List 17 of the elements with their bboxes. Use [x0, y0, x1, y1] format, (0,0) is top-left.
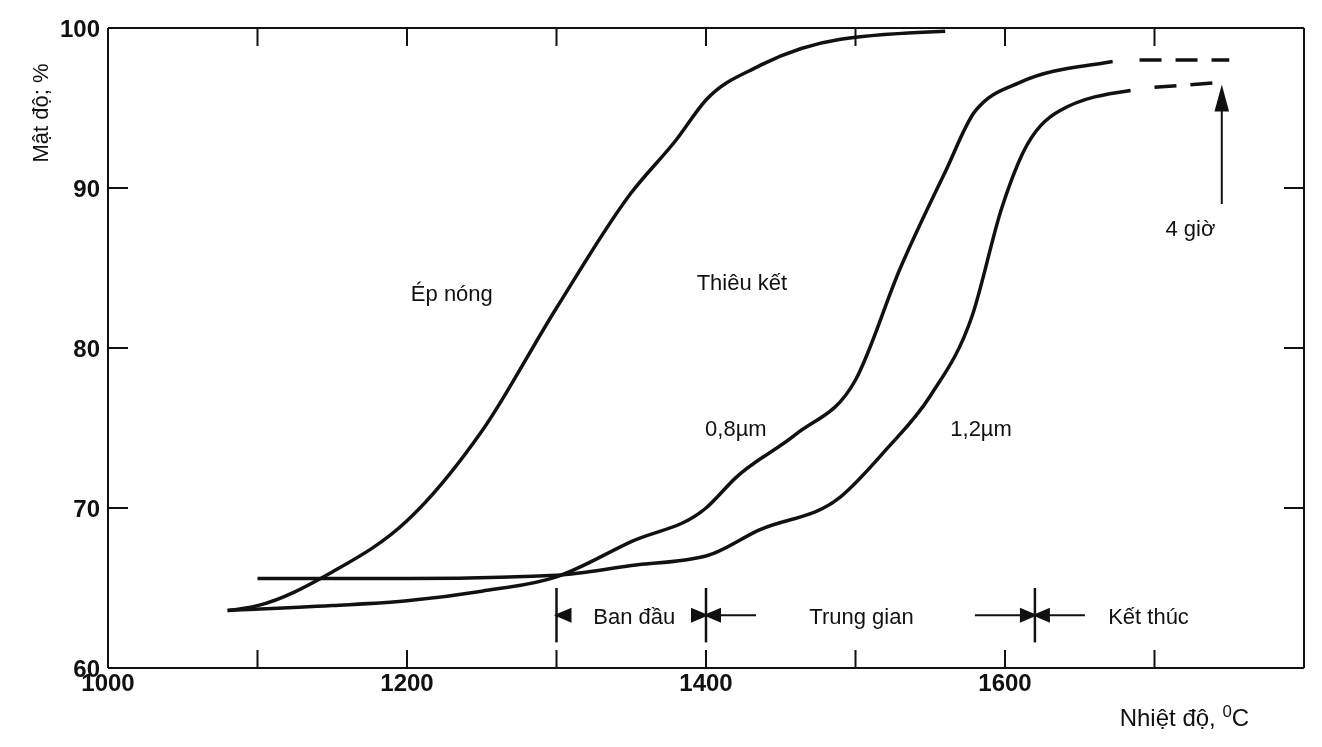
y-axis-title: Mật độ; % — [27, 63, 53, 163]
y-tick-label: 80 — [73, 334, 100, 362]
x-tick-label: 1600 — [978, 669, 1032, 697]
y-tick-label: 100 — [59, 14, 100, 42]
x-tick-label: 1400 — [679, 669, 733, 697]
x-tick-label: 1200 — [380, 669, 434, 697]
annotation: Trung gian — [809, 604, 914, 630]
y-tick-label: 70 — [73, 494, 100, 522]
annotation: 4 giờ — [1165, 215, 1216, 241]
annotation: Kết thúc — [1108, 604, 1189, 630]
annotation: 1,2µm — [950, 415, 1012, 441]
annotation: 0,8µm — [705, 415, 767, 441]
x-axis-title: Nhiệt độ, $^{0}$C — [1119, 701, 1250, 731]
annotation: Ban đầu — [593, 604, 676, 630]
annotation: Thiêu kết — [696, 269, 788, 295]
annotation: Ép nóng — [410, 281, 493, 307]
y-tick-label: 90 — [73, 174, 100, 202]
